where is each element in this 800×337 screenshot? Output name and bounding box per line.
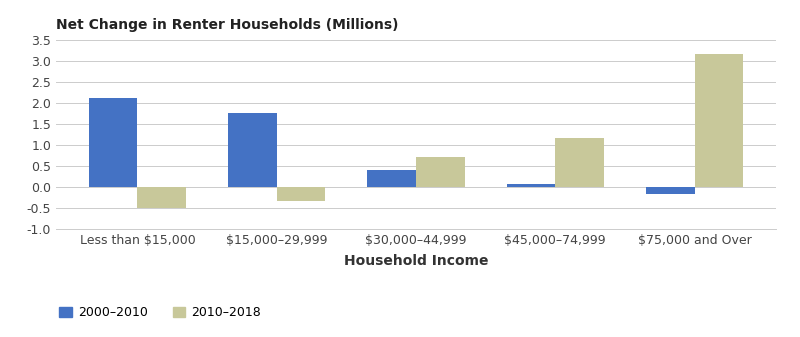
Bar	[89, 98, 138, 187]
Bar	[138, 187, 186, 208]
Legend: 2000–2010, 2010–2018: 2000–2010, 2010–2018	[54, 301, 266, 324]
Text: Net Change in Renter Households (Millions): Net Change in Renter Households (Million…	[56, 18, 398, 32]
Bar	[228, 113, 277, 187]
Bar	[277, 187, 326, 201]
Bar	[506, 184, 555, 187]
Bar	[416, 157, 465, 187]
Bar	[367, 171, 416, 187]
Bar	[694, 54, 743, 187]
Bar	[646, 187, 694, 194]
Bar	[555, 138, 604, 187]
X-axis label: Household Income: Household Income	[344, 254, 488, 268]
